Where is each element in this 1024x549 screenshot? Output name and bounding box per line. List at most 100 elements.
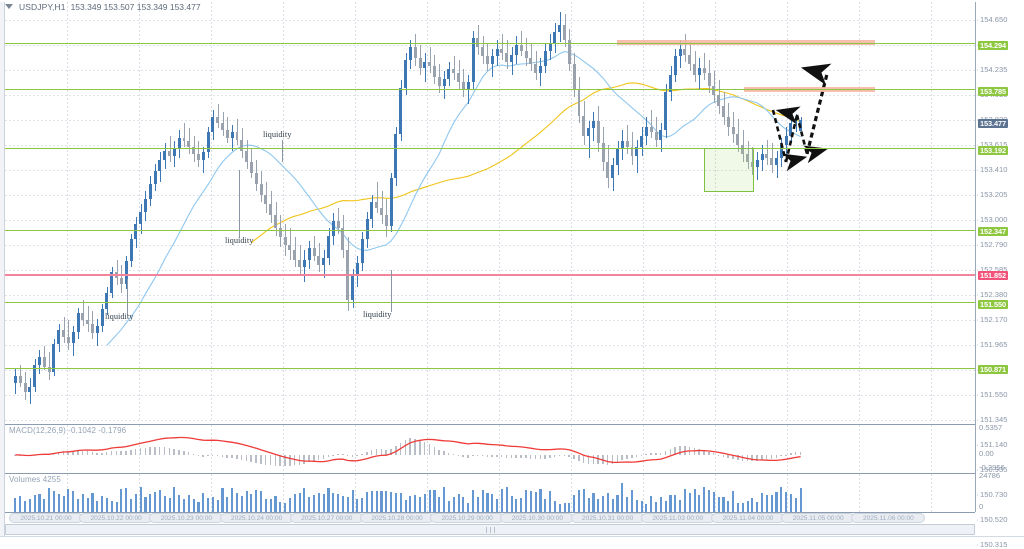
candle-body [57, 329, 61, 345]
macd-histogram-bar [674, 446, 676, 455]
macd-histogram-bar [366, 452, 368, 455]
grid-line-vertical [499, 425, 500, 473]
volume-bar [664, 500, 667, 512]
candle-body [611, 165, 615, 179]
candle-body [283, 237, 287, 245]
candle-wick [651, 110, 653, 138]
level-price-badge[interactable]: 150.871 [978, 365, 1009, 374]
liquidity-label[interactable]: liquidity [105, 312, 134, 321]
macd-histogram-bar [337, 453, 339, 455]
level-price-badge[interactable]: 153.192 [978, 146, 1009, 155]
macd-histogram-bar [510, 454, 513, 458]
level-price-badge[interactable]: 151.550 [978, 300, 1009, 309]
grid-line-vertical [859, 425, 860, 473]
liquidity-label[interactable]: liquidity [225, 236, 254, 245]
candle-body [490, 56, 494, 64]
volume-bar [409, 495, 412, 512]
macd-histogram-bar [269, 454, 272, 466]
macd-histogram-bar [741, 454, 744, 461]
volume-bar [158, 490, 161, 512]
level-price-badge[interactable]: 154.294 [978, 41, 1009, 50]
volume-bar [467, 503, 470, 512]
volume-bar [708, 490, 711, 512]
level-line-green[interactable] [5, 368, 975, 369]
supply-zone[interactable] [617, 40, 875, 45]
macd-histogram-bar [611, 454, 614, 465]
level-price-badge[interactable]: 153.785 [978, 87, 1009, 96]
candle-body [47, 366, 51, 373]
macd-histogram-bar [447, 452, 450, 455]
macd-histogram-bar [67, 451, 69, 455]
volume-bar [370, 491, 373, 512]
volumes-pane[interactable]: Volumes 4255 [5, 474, 975, 513]
macd-histogram-bar [38, 453, 41, 455]
grid-line-horizontal [5, 95, 975, 96]
candle-body [168, 150, 172, 157]
liquidity-label[interactable]: liquidity [263, 130, 292, 139]
volume-bar [534, 491, 537, 512]
candle-body [269, 204, 273, 216]
scrollbar-grip[interactable] [490, 527, 491, 533]
level-price-badge[interactable]: 152.347 [978, 227, 1009, 236]
macd-histogram-bar [549, 454, 551, 458]
demand-zone-box[interactable] [704, 148, 754, 192]
candle-body [336, 220, 340, 229]
candle-body [779, 145, 783, 158]
candle-wick [501, 34, 503, 61]
price-pane[interactable]: liquidity liquidity liquidity liquidity [5, 2, 975, 422]
volume-bar [226, 496, 229, 512]
candle-body [38, 357, 41, 365]
volume-bar [356, 499, 359, 512]
time-axis[interactable]: 2025.10.21 00:00 2025.10.22 00:00 2025.10.… [5, 513, 975, 526]
scrollbar-grip[interactable] [494, 527, 495, 533]
volume-bar [443, 487, 446, 512]
volume-bar [149, 493, 152, 512]
level-line-green[interactable] [5, 43, 975, 44]
macd-histogram-bar [655, 453, 657, 455]
macd-histogram-bar [505, 454, 508, 458]
grid-line-vertical [931, 474, 932, 512]
volume-bar [231, 487, 234, 512]
grid-line-vertical [787, 474, 788, 512]
scrollbar-grip[interactable] [486, 527, 487, 533]
volume-bar [86, 498, 89, 512]
candle-body [95, 326, 99, 334]
macd-pane[interactable]: MACD(12,26,9) -0.1042 -0.1796 [5, 424, 975, 474]
level-price-badge[interactable]: 151.852 [978, 271, 1009, 280]
grid-line-horizontal [5, 70, 975, 71]
macd-histogram-bar [163, 447, 166, 455]
level-line-green[interactable] [5, 89, 975, 90]
candle-wick [704, 52, 706, 81]
volume-bar [438, 496, 441, 512]
price-axis[interactable]: ·154.650·154.440·154.235·154.030·153.820… [975, 2, 1024, 549]
support-line-red[interactable] [5, 274, 975, 276]
level-line-green[interactable] [5, 302, 975, 303]
candle-body [471, 38, 475, 83]
current-price-badge[interactable]: 153.477 [978, 119, 1009, 128]
candle-body [765, 154, 769, 158]
price-tick-label: ·150.520 [976, 515, 1008, 524]
candle-body [148, 183, 152, 199]
candle-body [702, 67, 706, 74]
volume-bar [568, 502, 571, 512]
volume-bar [207, 497, 210, 512]
volume-bar [756, 501, 759, 512]
macd-histogram-bar [28, 454, 31, 456]
zigzag-forecast-arrow[interactable] [5, 2, 975, 422]
grid-line-horizontal [5, 20, 975, 21]
candle-body [466, 82, 470, 90]
level-line-green[interactable] [5, 148, 975, 149]
macd-histogram-bar [404, 439, 407, 455]
liquidity-label[interactable]: liquidity [363, 310, 392, 319]
macd-histogram-bar [659, 452, 662, 455]
macd-histogram-bar [370, 450, 373, 455]
candle-body [384, 215, 388, 227]
candle-body [543, 50, 547, 66]
chart-scrollbar[interactable] [5, 524, 975, 535]
triangle-down-icon[interactable] [5, 4, 13, 9]
level-line-green[interactable] [5, 230, 975, 231]
candle-body [394, 134, 398, 179]
volume-bar [216, 500, 219, 512]
candle-body [799, 119, 803, 132]
candle-body [442, 78, 446, 86]
